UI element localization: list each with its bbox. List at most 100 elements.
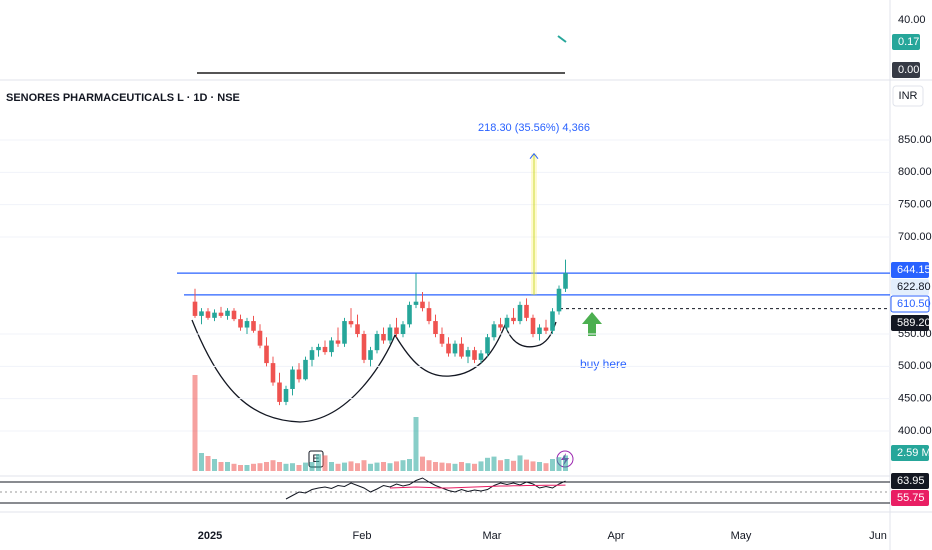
volume-bar [556,457,562,471]
candle-body [231,310,237,320]
candle-body [465,350,471,357]
volume-bar [348,461,354,471]
volume-bar [212,459,217,471]
candle-body [316,346,321,351]
y-tick-label: 500.00 [898,360,932,372]
candle-body [537,327,542,334]
volume-bar [225,462,230,471]
candle-body [550,311,555,331]
price-label: 589.20 [897,317,931,329]
candle-body [322,346,328,353]
x-tick-label: May [731,530,752,542]
volume-bar [335,463,341,471]
currency-box [892,85,924,107]
volume-bar [498,460,503,471]
indicator-segment [557,35,567,43]
candle-body [394,327,399,334]
candle-body [374,334,380,351]
candle-body [387,327,393,341]
candle-body [277,382,282,402]
candle-body [543,327,549,331]
candle-body [309,350,315,360]
price-box [890,295,930,313]
price-label: 610.50 [897,298,931,310]
volume-bar [342,462,347,471]
candle-body [225,310,230,316]
volume-bar [543,463,549,471]
candle-body [407,304,412,325]
y-tick-label: 700.00 [898,231,932,243]
candle-body [335,340,341,344]
candle-body [524,304,529,318]
x-tick-label: Apr [607,530,624,542]
volume-bar [205,456,211,471]
volume-bar [478,461,484,471]
candle-body [530,317,536,334]
volume-bar [511,460,516,471]
candle-body [296,369,302,380]
candle-body [361,334,367,360]
candle-body [257,330,263,346]
candle-body [413,301,419,305]
currency: INR [899,90,918,102]
volume-bar [433,462,438,471]
price-label: 55.75 [897,492,925,504]
rsi-ma-line [389,484,566,489]
candle-body [459,343,464,357]
volume-bar [270,460,276,471]
volume-bar [296,465,302,471]
volume-bar [394,461,399,471]
volume-bar [550,459,555,471]
candle-body [368,350,373,360]
y-tick-label: 400.00 [898,425,932,437]
volume-bar [439,462,445,471]
price-box [891,473,929,489]
candle-body [420,301,425,309]
candle-body [498,324,503,328]
volume-bar [563,455,568,471]
volume-bar [231,463,237,471]
y-tick-label: 750.00 [898,199,932,211]
volume-bar [355,463,360,471]
candle-body [556,288,562,312]
volume-bar [329,462,334,471]
candle-body [238,319,243,328]
price-label: 63.95 [897,475,925,487]
candle-body [212,312,217,318]
volume-bar [303,462,308,471]
candle-body [355,324,360,334]
price-label: 622.80 [897,281,931,293]
volume-bar [361,460,367,471]
price-box [891,279,929,295]
volume-bar [316,454,321,471]
candle-body [342,321,347,344]
volume-bar [192,375,198,471]
y-tick-label: 800.00 [898,166,932,178]
candle-body [192,301,198,316]
indicator-tick: 40.00 [898,14,926,26]
x-tick-label: Jun [869,530,887,542]
candle-body [478,353,484,360]
volume-bar [368,463,373,471]
volume-bar [491,456,497,471]
volume-bar [530,461,536,471]
price-box [891,315,929,331]
candle-body [563,273,568,289]
candle-body [283,388,289,402]
candle-body [472,350,477,360]
price-box [891,262,929,278]
candle-body [439,334,445,344]
volume-bar [309,462,315,471]
price-box [891,445,929,461]
volume-bar [413,417,419,471]
candle-body [433,321,438,334]
candle-body [199,311,204,316]
candle-body [251,321,256,331]
candle-body [348,321,354,325]
y-tick-label: 850.00 [898,134,932,146]
volume-bar [290,463,295,471]
volume-bar [244,465,250,471]
candle-body [400,324,406,334]
